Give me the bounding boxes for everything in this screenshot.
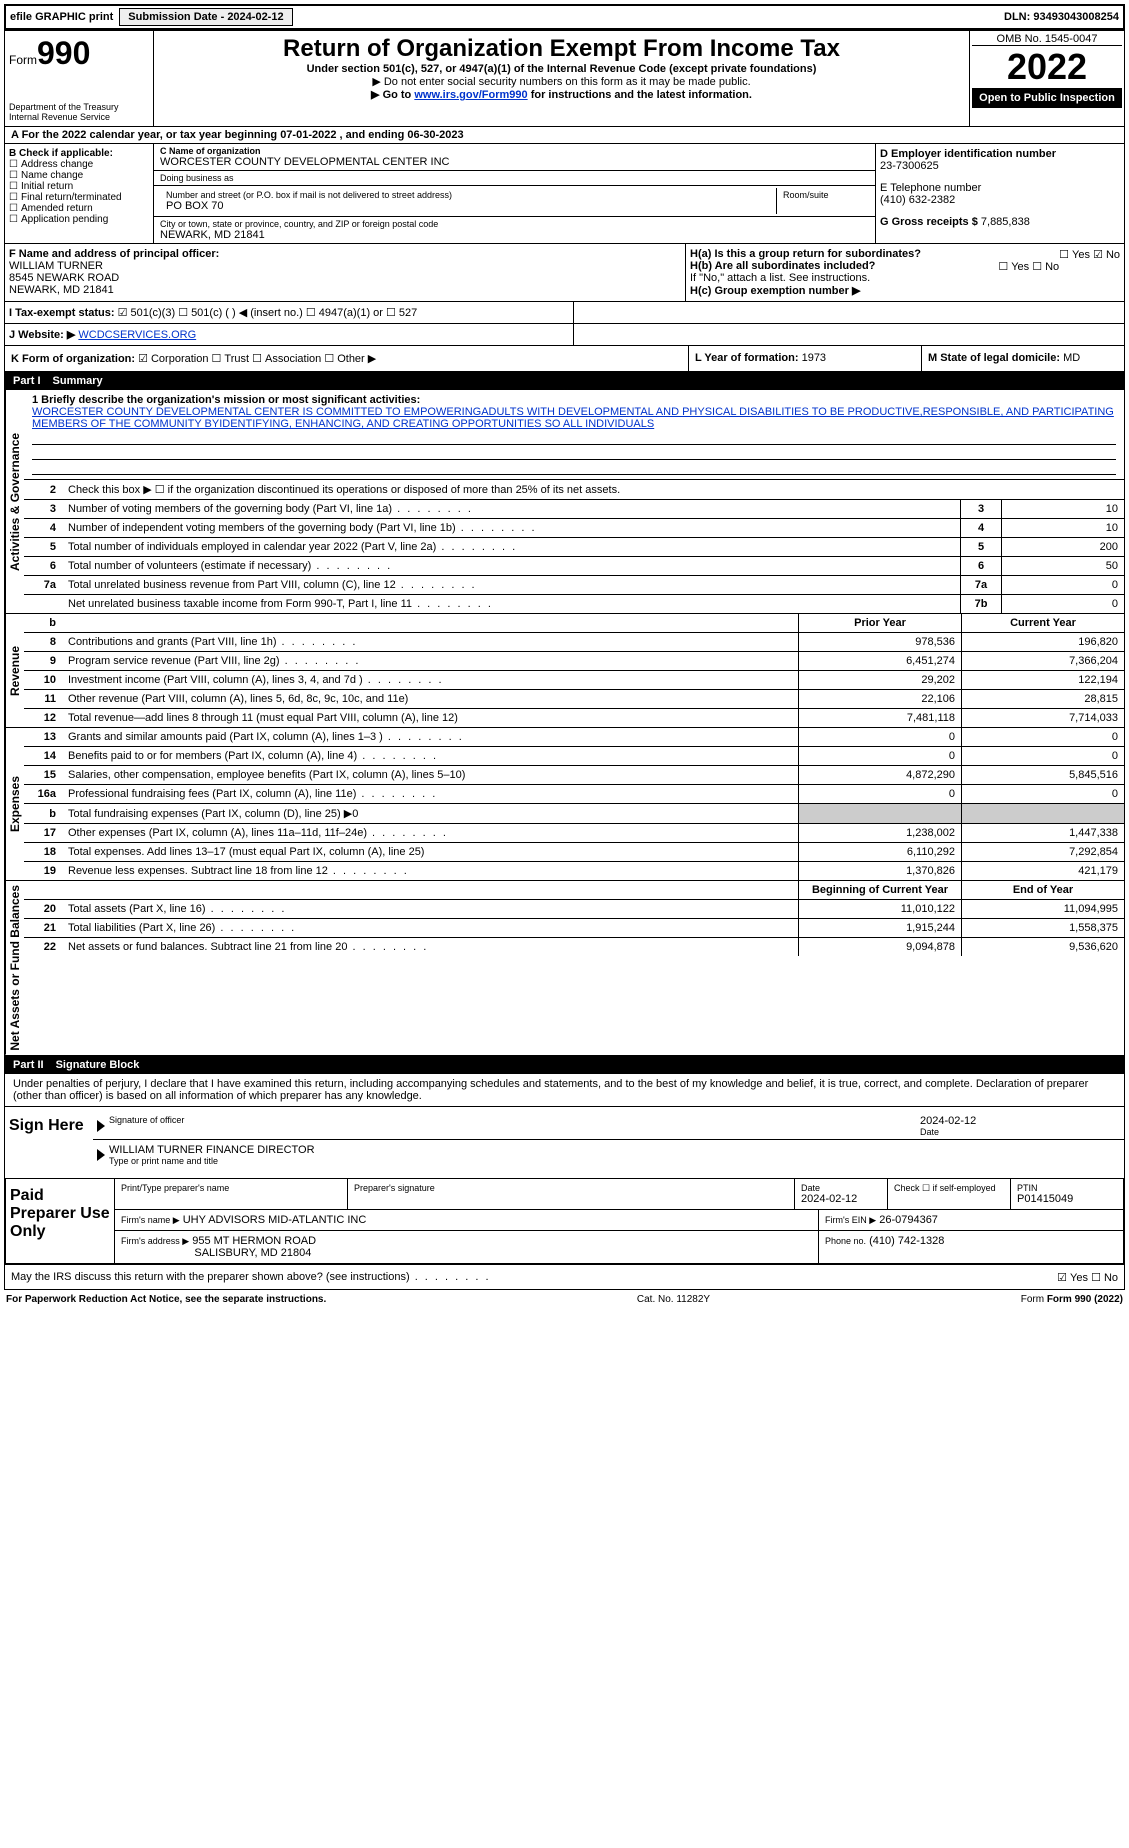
rev-table: bPrior YearCurrent Year 8Contributions a… (24, 614, 1124, 727)
revenue-section: Revenue bPrior YearCurrent Year 8Contrib… (5, 614, 1124, 728)
irs-link[interactable]: www.irs.gov/Form990 (414, 89, 527, 101)
row-j: J Website: ▶ WCDCSERVICES.ORG (5, 324, 1124, 346)
officer-name: WILLIAM TURNER FINANCE DIRECTOR (109, 1144, 315, 1156)
expenses-section: Expenses 13Grants and similar amounts pa… (5, 728, 1124, 881)
efile-topbar: efile GRAPHIC print Submission Date - 20… (4, 4, 1125, 30)
ein: 23-7300625 (880, 160, 1120, 172)
gross-receipts: 7,885,838 (981, 216, 1030, 228)
footer: For Paperwork Reduction Act Notice, see … (4, 1290, 1125, 1309)
sign-here: Sign Here Signature of officer 2024-02-1… (5, 1107, 1124, 1170)
activities-governance: Activities & Governance 1 Briefly descri… (5, 390, 1124, 614)
gov-table: 2Check this box ▶ ☐ if the organization … (24, 479, 1124, 613)
org-address: PO BOX 70 (166, 200, 770, 212)
form-outer: Form990 Department of the Treasury Inter… (4, 30, 1125, 1290)
mission: 1 Briefly describe the organization's mi… (24, 390, 1124, 479)
submission-date-btn[interactable]: Submission Date - 2024-02-12 (119, 8, 292, 26)
part2-header: Part II Signature Block (5, 1056, 1124, 1074)
arrow-icon (97, 1149, 105, 1161)
form-title: Return of Organization Exempt From Incom… (158, 35, 965, 63)
box-c: C Name of organization WORCESTER COUNTY … (154, 144, 876, 243)
website-link[interactable]: WCDCSERVICES.ORG (78, 329, 196, 341)
phone: (410) 632-2382 (880, 194, 1120, 206)
exp-table: 13Grants and similar amounts paid (Part … (24, 728, 1124, 880)
paid-preparer: Paid Preparer Use Only Print/Type prepar… (5, 1178, 1124, 1264)
box-h: H(a) Is this a group return for subordin… (686, 244, 1124, 301)
org-city: NEWARK, MD 21841 (160, 229, 869, 241)
box-deg: D Employer identification number 23-7300… (876, 144, 1124, 243)
efile-label: efile GRAPHIC print (10, 11, 113, 23)
part1-header: Part I Summary (5, 372, 1124, 390)
form-id-box: Form990 Department of the Treasury Inter… (5, 31, 154, 126)
title-box: Return of Organization Exempt From Incom… (154, 31, 970, 126)
may-discuss: May the IRS discuss this return with the… (5, 1264, 1124, 1289)
section-bcd: B Check if applicable: Address change Na… (5, 144, 1124, 244)
row-a: A For the 2022 calendar year, or tax yea… (5, 127, 1124, 144)
row-fh: F Name and address of principal officer:… (5, 244, 1124, 302)
org-name: WORCESTER COUNTY DEVELOPMENTAL CENTER IN… (160, 156, 869, 168)
year-box: OMB No. 1545-0047 2022 Open to Public In… (970, 31, 1124, 126)
box-f: F Name and address of principal officer:… (5, 244, 686, 301)
open-inspection: Open to Public Inspection (972, 88, 1122, 108)
netassets-section: Net Assets or Fund Balances Beginning of… (5, 881, 1124, 1056)
note-goto: ▶ Go to www.irs.gov/Form990 for instruct… (158, 88, 965, 101)
na-table: Beginning of Current YearEnd of Year 20T… (24, 881, 1124, 956)
row-klm: K Form of organization: Corporation Trus… (5, 346, 1124, 372)
note-ssn: ▶ Do not enter social security numbers o… (158, 75, 965, 88)
box-b: B Check if applicable: Address change Na… (5, 144, 154, 243)
omb: OMB No. 1545-0047 (972, 33, 1122, 46)
header-row: Form990 Department of the Treasury Inter… (5, 31, 1124, 127)
dln: DLN: 93493043008254 (1004, 11, 1119, 23)
penalty-text: Under penalties of perjury, I declare th… (5, 1074, 1124, 1107)
mission-text[interactable]: WORCESTER COUNTY DEVELOPMENTAL CENTER IS… (32, 406, 1116, 430)
row-i: I Tax-exempt status: 501(c)(3) 501(c) ( … (5, 302, 1124, 324)
form-subtitle: Under section 501(c), 527, or 4947(a)(1)… (158, 63, 965, 75)
arrow-icon (97, 1120, 105, 1132)
tax-year: 2022 (972, 46, 1122, 88)
